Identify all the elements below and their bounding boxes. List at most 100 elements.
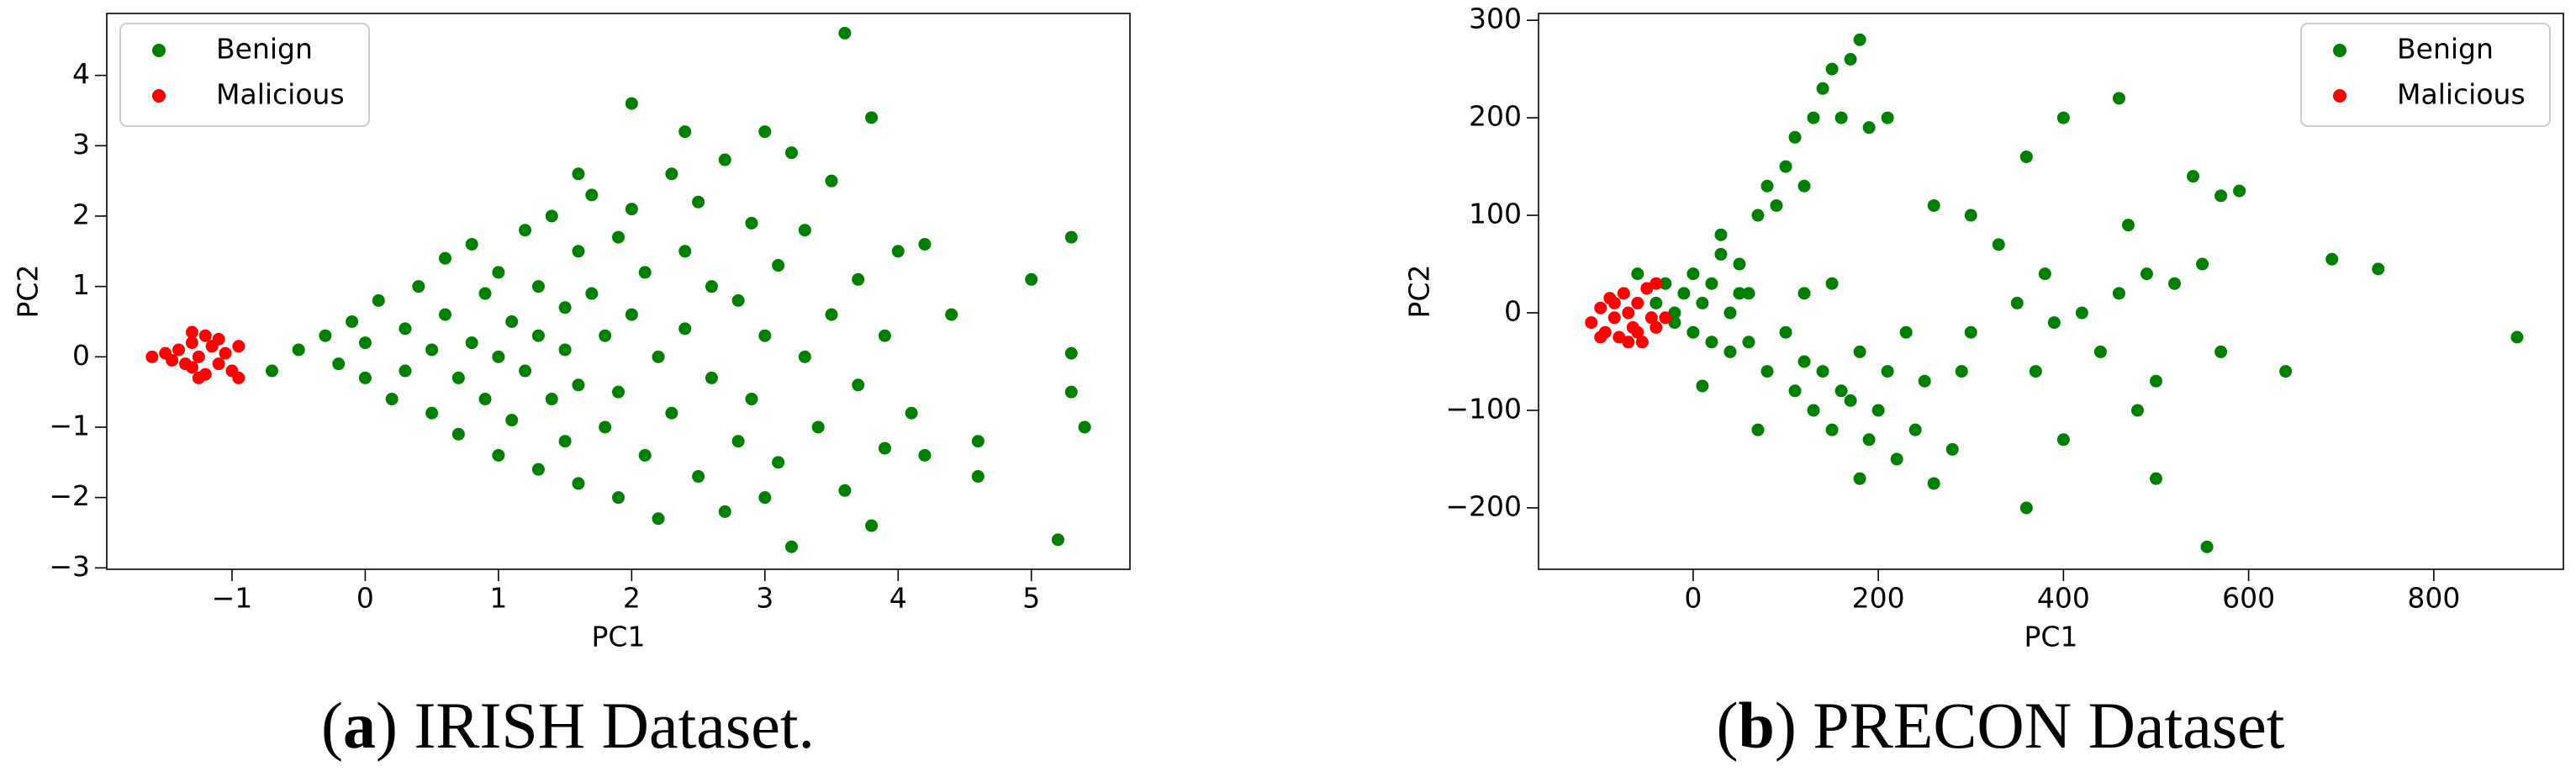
caption-part: ( xyxy=(321,689,343,762)
point xyxy=(865,519,879,532)
point xyxy=(1659,277,1672,290)
point xyxy=(1631,296,1644,309)
caption-part: b xyxy=(1738,689,1774,762)
point xyxy=(665,406,678,420)
point xyxy=(358,371,372,384)
point xyxy=(1051,533,1064,547)
point xyxy=(638,448,652,462)
point xyxy=(745,216,758,230)
point xyxy=(2149,374,2162,388)
point xyxy=(1631,325,1644,339)
point xyxy=(1788,384,1802,398)
point xyxy=(678,125,692,139)
point xyxy=(1918,374,1931,388)
point xyxy=(652,512,665,526)
point xyxy=(798,350,811,363)
point xyxy=(1881,111,1894,124)
point xyxy=(2019,150,2033,163)
x-tick-label: 400 xyxy=(2037,582,2090,615)
point xyxy=(772,456,785,469)
plot-frame xyxy=(106,13,1131,570)
point xyxy=(585,188,599,202)
point xyxy=(1650,320,1663,334)
point xyxy=(185,361,198,374)
point xyxy=(758,329,772,342)
point xyxy=(692,195,705,209)
point xyxy=(758,125,772,139)
point xyxy=(2112,287,2125,300)
point xyxy=(531,280,545,293)
legend-box xyxy=(119,23,370,127)
point xyxy=(1607,311,1621,325)
y-tick-label: −200 xyxy=(1445,489,1522,522)
point xyxy=(1677,287,1691,300)
x-tick-label: 0 xyxy=(1684,582,1702,615)
y-tick-label: 0 xyxy=(72,339,90,372)
point xyxy=(2510,330,2524,344)
point xyxy=(1594,330,1607,344)
point xyxy=(2200,540,2214,553)
point xyxy=(1714,247,1728,261)
point xyxy=(1862,121,1876,135)
point xyxy=(2029,365,2042,378)
point xyxy=(692,470,705,484)
point xyxy=(1733,257,1746,271)
point xyxy=(572,245,585,258)
point xyxy=(1064,230,1078,244)
point xyxy=(1723,345,1737,358)
chart: −1 0 1 2 3 4 5 −3 −2 −1 0 1 2 3 4 PC1 PC2 Benign Malicious… xyxy=(12,13,1131,762)
caption: (a) IRISH Dataset. xyxy=(321,689,815,762)
point xyxy=(1992,238,2005,251)
caption-part: ) PRECON Dataset xyxy=(1775,689,2285,762)
y-tick-label: −100 xyxy=(1445,392,1522,425)
point xyxy=(1607,296,1621,309)
point xyxy=(1078,420,1091,434)
point xyxy=(1751,209,1765,222)
point xyxy=(1825,62,1839,76)
point xyxy=(1742,336,1755,349)
point xyxy=(1853,472,1866,485)
point xyxy=(1964,209,1977,222)
point xyxy=(172,343,186,357)
point xyxy=(612,385,625,399)
point xyxy=(1908,423,1922,436)
point xyxy=(1064,385,1078,399)
point xyxy=(1705,277,1718,290)
x-tick-label: 200 xyxy=(1852,582,1905,615)
point xyxy=(1668,316,1681,330)
caption-part: ( xyxy=(1717,689,1739,762)
point xyxy=(572,378,585,392)
point xyxy=(505,414,519,427)
point xyxy=(1659,311,1672,325)
point xyxy=(1797,179,1811,193)
point xyxy=(1871,404,1885,417)
point xyxy=(798,224,811,237)
point xyxy=(265,364,278,378)
x-axis-label: PC1 xyxy=(2024,621,2078,653)
point xyxy=(625,203,638,216)
point xyxy=(1853,345,1866,358)
point xyxy=(1687,267,1700,281)
y-tick-label: −1 xyxy=(49,409,90,441)
plot-frame xyxy=(1538,13,2564,570)
point xyxy=(1714,228,1728,241)
point xyxy=(2149,472,2162,485)
point xyxy=(891,245,905,258)
x-tick-label: −1 xyxy=(212,582,253,615)
point xyxy=(531,462,545,476)
point xyxy=(945,308,958,321)
point xyxy=(465,237,478,251)
point xyxy=(1825,277,1839,290)
legend-marker xyxy=(2333,44,2346,57)
point xyxy=(2279,365,2293,378)
point xyxy=(492,266,505,279)
point xyxy=(705,371,718,384)
point xyxy=(2372,262,2385,276)
point xyxy=(865,111,879,124)
point xyxy=(2056,433,2070,447)
point xyxy=(785,540,799,553)
point xyxy=(2233,184,2246,198)
y-tick-label: 100 xyxy=(1469,198,1522,230)
point xyxy=(185,336,198,350)
point xyxy=(1640,282,1654,295)
